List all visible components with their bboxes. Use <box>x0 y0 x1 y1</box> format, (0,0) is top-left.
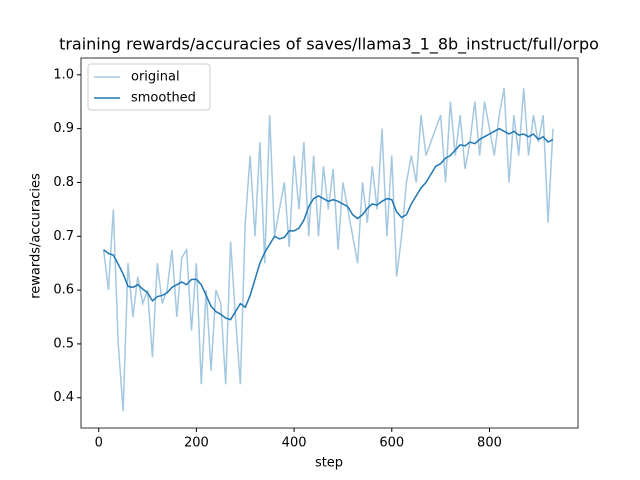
y-tick-label: 0.4 <box>53 390 74 405</box>
chart-title: training rewards/accuracies of saves/lla… <box>59 35 599 55</box>
series-line <box>103 127 554 321</box>
y-tick-label: 0.7 <box>53 229 74 244</box>
y-tick-label: 0.9 <box>53 121 74 136</box>
legend-label: smoothed <box>131 91 196 106</box>
x-tick-label: 600 <box>379 436 404 451</box>
y-axis-label: rewards/accuracies <box>29 173 44 299</box>
series-line <box>102 88 554 412</box>
y-tick-label: 1.0 <box>53 67 74 82</box>
legend-label: original <box>131 70 180 85</box>
x-axis-label: step <box>315 456 343 471</box>
x-tick-label: 800 <box>477 436 502 451</box>
x-tick-label: 400 <box>282 436 307 451</box>
x-tick-label: 0 <box>95 436 103 451</box>
x-tick-label: 200 <box>184 436 209 451</box>
y-tick-label: 0.8 <box>53 175 74 190</box>
y-tick-label: 0.5 <box>53 336 74 351</box>
plot-frame <box>80 57 579 429</box>
y-tick-label: 0.6 <box>53 283 74 298</box>
